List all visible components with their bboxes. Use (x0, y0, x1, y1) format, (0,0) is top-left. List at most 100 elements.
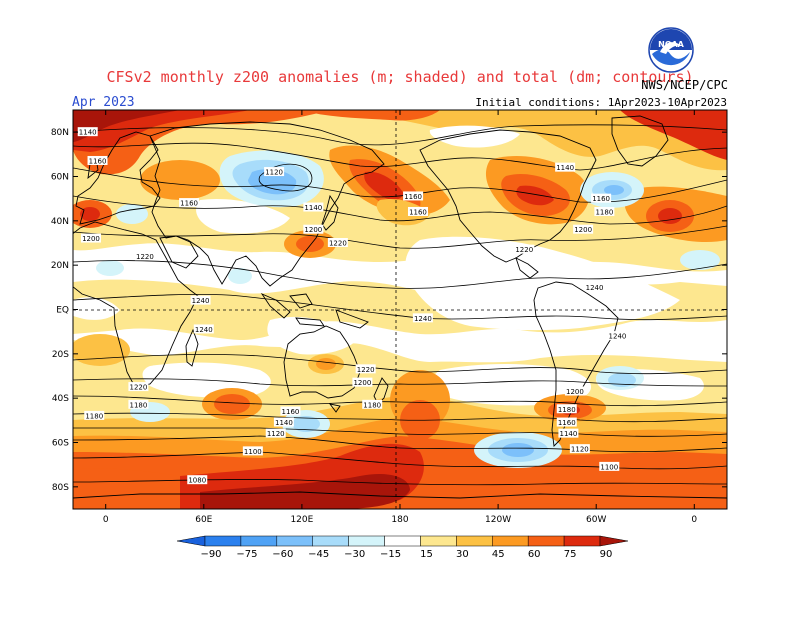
contour-label: 1240 (607, 331, 628, 341)
svg-text:1160: 1160 (89, 157, 107, 165)
init-conditions: Initial conditions: 1Apr2023-10Apr2023 (475, 96, 727, 109)
colorbar-swatch (276, 535, 313, 547)
svg-text:1160: 1160 (282, 408, 300, 416)
contour-label: 1180 (556, 404, 577, 414)
colorbar: −90 −75 −60 −45 −30 −15 15 30 45 60 75 90 (176, 535, 629, 560)
anomaly-region (73, 334, 130, 366)
svg-text:1240: 1240 (609, 333, 627, 341)
contour-label: 1120 (264, 167, 285, 177)
contour-label: 1160 (556, 417, 577, 427)
anomaly-region (604, 185, 624, 195)
contour-label: 1200 (564, 386, 585, 396)
anomaly-region (228, 268, 252, 284)
contour-label: 1180 (362, 399, 383, 409)
svg-text:1180: 1180 (85, 412, 103, 420)
contour-label: 1220 (128, 382, 149, 392)
contour-label: 1200 (80, 233, 101, 243)
coastlines (73, 115, 727, 499)
colorbar-swatch (384, 535, 421, 547)
svg-text:1220: 1220 (136, 253, 154, 261)
svg-text:1240: 1240 (414, 315, 432, 323)
svg-text:1200: 1200 (82, 235, 100, 243)
svg-text:1180: 1180 (363, 401, 381, 409)
contour-label: 1120 (569, 444, 590, 454)
colorbar-tick-label: −15 (380, 549, 401, 560)
svg-text:1180: 1180 (558, 406, 576, 414)
contour-label: 1160 (280, 406, 301, 416)
lon-tick-label: 0 (691, 515, 697, 525)
lon-tick-label: 120W (485, 515, 511, 525)
colorbar-tick-label: 15 (420, 549, 433, 560)
colorbar-swatch (240, 535, 278, 547)
anomaly-region (405, 236, 680, 331)
colorbar-swatch (312, 535, 349, 547)
anomaly-region (620, 110, 727, 160)
month-label: Apr 2023 (72, 95, 135, 110)
colorbar-tick-label: −75 (236, 549, 257, 560)
svg-text:1120: 1120 (267, 430, 285, 438)
colorbar-swatch (348, 535, 385, 547)
lat-tick-label: 20S (52, 350, 69, 360)
reference-lines (73, 110, 727, 509)
colorbar-tick-label: −30 (344, 549, 365, 560)
anomaly-region (73, 468, 180, 509)
anomaly-shading (73, 110, 727, 509)
credit-label: NWS/NCEP/CPC (641, 78, 728, 92)
contour-label: 1140 (273, 417, 294, 427)
svg-text:1160: 1160 (180, 200, 198, 208)
lon-tick-label: 60E (195, 515, 212, 525)
lon-tick-label: 0 (103, 515, 109, 525)
anomaly-region (116, 204, 148, 224)
svg-text:1100: 1100 (244, 448, 262, 456)
svg-text:1160: 1160 (404, 193, 422, 201)
svg-text:1240: 1240 (195, 326, 213, 334)
svg-text:1200: 1200 (353, 379, 371, 387)
colorbar-tick-label: 45 (492, 549, 505, 560)
lat-tick-label: 40S (52, 394, 69, 404)
svg-text:1140: 1140 (304, 204, 322, 212)
lat-tick-label: 80N (51, 128, 69, 138)
svg-text:1120: 1120 (265, 169, 283, 177)
colorbar-tick-label: 75 (564, 549, 577, 560)
lat-tick-label: 40N (51, 217, 69, 227)
svg-text:1140: 1140 (559, 430, 577, 438)
anomaly-region (214, 394, 250, 414)
anomaly-region (502, 443, 534, 457)
svg-text:1240: 1240 (192, 297, 210, 305)
contour-label: 1160 (179, 198, 200, 208)
svg-text:1080: 1080 (188, 477, 206, 485)
map-title: CFSv2 monthly z200 anomalies (m; shaded)… (107, 68, 694, 86)
contour-label: 1220 (355, 364, 376, 374)
svg-text:1200: 1200 (566, 388, 584, 396)
anomaly-region (560, 482, 727, 509)
colorbar-swatch (420, 535, 457, 547)
contour-label: 1160 (591, 193, 612, 203)
contour-label: 1160 (87, 155, 108, 165)
svg-text:1160: 1160 (558, 419, 576, 427)
contour-label: 1140 (77, 127, 98, 137)
lon-tick-label: 60W (586, 515, 606, 525)
map-axes: 80N 60N 40N 20N EQ 20S 40S 60S 80S 0 60E 120E 180 120… (51, 110, 727, 525)
logo-text: NOAA (658, 40, 684, 49)
colorbar-swatch (563, 535, 601, 547)
contour-labels: 1140 1160 1120 1140 1160 1200 1200 1220 1220 1160… (77, 127, 628, 485)
anomaly-region (292, 416, 320, 432)
colorbar-tick-label: −60 (272, 549, 293, 560)
svg-text:1140: 1140 (275, 419, 293, 427)
lon-tick-label: 180 (391, 515, 408, 525)
colorbar-swatch (456, 535, 493, 547)
colorbar-tick-label: −45 (308, 549, 329, 560)
svg-text:1200: 1200 (574, 226, 592, 234)
contour-label: 1160 (403, 191, 424, 201)
anomaly-region (80, 207, 100, 221)
anomaly-region (516, 185, 554, 206)
colorbar-tick-label: −90 (200, 549, 221, 560)
svg-text:1220: 1220 (515, 246, 533, 254)
lon-tick-label: 120E (290, 515, 313, 525)
colorbar-swatch (204, 535, 242, 547)
svg-text:1180: 1180 (129, 401, 147, 409)
colorbar-tick-label: 60 (528, 549, 541, 560)
noaa-logo-icon: NOAA (648, 27, 694, 73)
contour-label: 1220 (514, 244, 535, 254)
